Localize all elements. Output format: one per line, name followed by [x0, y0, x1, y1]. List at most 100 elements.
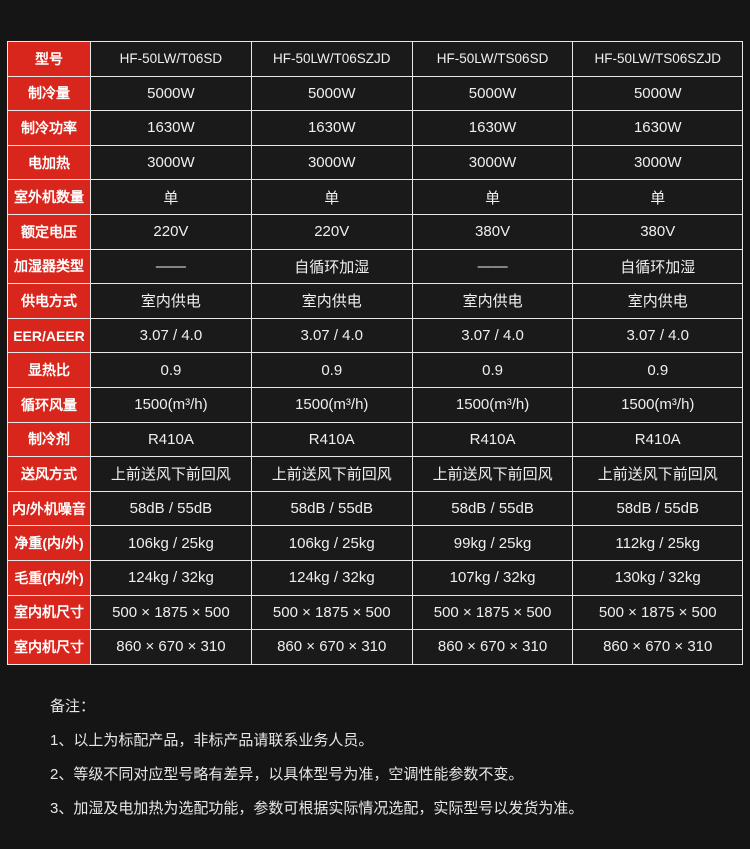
- table-cell: 5000W: [90, 75, 252, 112]
- table-cell: 58dB / 55dB: [572, 490, 743, 527]
- table-cell: 860 × 670 × 310: [90, 629, 252, 665]
- row-label: 供电方式: [7, 283, 91, 319]
- table-row: 送风方式 上前送风下前回风 上前送风下前回风 上前送风下前回风 上前送风下前回风: [7, 456, 743, 492]
- table-row: 电加热 3000W 3000W 3000W 3000W: [7, 144, 743, 181]
- table-cell: 58dB / 55dB: [90, 490, 252, 527]
- table-cell: 1630W: [572, 110, 743, 146]
- table-row: 供电方式 室内供电 室内供电 室内供电 室内供电: [7, 283, 743, 319]
- table-cell: 1630W: [90, 110, 252, 146]
- table-cell: 上前送风下前回风: [572, 456, 743, 492]
- table-cell: 380V: [572, 213, 743, 250]
- row-label: EER/AEER: [7, 317, 91, 354]
- row-label: 加湿器类型: [7, 248, 91, 285]
- table-cell: 860 × 670 × 310: [572, 629, 743, 665]
- row-label: 室内机尺寸: [7, 594, 91, 631]
- row-label: 显热比: [7, 352, 91, 388]
- table-row: 室内机尺寸 860 × 670 × 310 860 × 670 × 310 860 ×…: [7, 629, 743, 665]
- table-cell: 5000W: [250, 75, 413, 112]
- table-cell: 500 × 1875 × 500: [250, 594, 413, 631]
- table-cell: 500 × 1875 × 500: [90, 594, 252, 631]
- table-row: 循环风量 1500(m³/h) 1500(m³/h) 1500(m³/h) 1500(m…: [7, 386, 743, 423]
- table-cell: 124kg / 32kg: [90, 559, 252, 596]
- row-label: 室内机尺寸: [7, 629, 91, 665]
- note-item: 3、加湿及电加热为选配功能，参数可根据实际情况选配，实际型号以发货为准。: [50, 800, 584, 817]
- table-cell: 1500(m³/h): [572, 386, 743, 423]
- notes-title: 备注：: [50, 698, 96, 715]
- row-label: 制冷剂: [7, 421, 91, 458]
- table-cell: 自循环加湿: [572, 248, 743, 285]
- table-cell: 3.07 / 4.0: [250, 317, 413, 354]
- row-label: 电加热: [7, 144, 91, 181]
- table-cell: 0.9: [90, 352, 252, 388]
- table-cell: 106kg / 25kg: [90, 525, 252, 561]
- table-cell: 1500(m³/h): [90, 386, 252, 423]
- table-cell: 106kg / 25kg: [250, 525, 413, 561]
- table-cell: R410A: [411, 421, 574, 458]
- row-label: 净重(内/外): [7, 525, 91, 561]
- table-cell: 220V: [90, 213, 252, 250]
- row-label: 内/外机噪音: [7, 490, 91, 527]
- table-cell: 500 × 1875 × 500: [411, 594, 574, 631]
- table-row: 净重(内/外) 106kg / 25kg 106kg / 25kg 99kg / 25…: [7, 525, 743, 561]
- table-cell: 124kg / 32kg: [250, 559, 413, 596]
- table-cell: 500 × 1875 × 500: [572, 594, 743, 631]
- table-cell: 上前送风下前回风: [90, 456, 252, 492]
- note-item: 2、等级不同对应型号略有差异，以具体型号为准，空调性能参数不变。: [50, 766, 524, 783]
- table-cell: 58dB / 55dB: [250, 490, 413, 527]
- table-cell: 5000W: [411, 75, 574, 112]
- table-cell: 0.9: [250, 352, 413, 388]
- table-cell: 单: [572, 179, 743, 215]
- table-cell: 3.07 / 4.0: [411, 317, 574, 354]
- row-label: 额定电压: [7, 213, 91, 250]
- table-row: 内/外机噪音 58dB / 55dB 58dB / 55dB 58dB / 55dB 5…: [7, 490, 743, 527]
- row-label: 循环风量: [7, 386, 91, 423]
- table-cell: 130kg / 32kg: [572, 559, 743, 596]
- table-cell: 3000W: [90, 144, 252, 181]
- row-label: 毛重(内/外): [7, 559, 91, 596]
- row-label: 型号: [7, 41, 91, 77]
- table-row: 室外机数量单单单单: [7, 179, 743, 215]
- table-cell: 室内供电: [411, 283, 574, 319]
- table-cell: 3000W: [411, 144, 574, 181]
- table-cell: 上前送风下前回风: [250, 456, 413, 492]
- table-cell: 1500(m³/h): [250, 386, 413, 423]
- table-row: 制冷功率 1630W 1630W 1630W 1630W: [7, 110, 743, 146]
- table-cell: HF-50LW/T06SD: [90, 41, 252, 77]
- table-cell: 上前送风下前回风: [411, 456, 574, 492]
- table-cell: 860 × 670 × 310: [411, 629, 574, 665]
- spec-table: 型号 HF-50LW/T06SD HF-50LW/T06SZJD HF-50LW/TS…: [7, 41, 743, 665]
- table-row: 显热比 0.9 0.9 0.9 0.9: [7, 352, 743, 388]
- table-cell: HF-50LW/TS06SZJD: [572, 41, 743, 77]
- table-cell: HF-50LW/TS06SD: [411, 41, 574, 77]
- table-cell: R410A: [90, 421, 252, 458]
- table-cell: 室内供电: [572, 283, 743, 319]
- table-row: EER/AEER 3.07 / 4.0 3.07 / 4.0 3.07 / 4.0 3.…: [7, 317, 743, 354]
- table-cell: ——: [411, 248, 574, 285]
- table-cell: 58dB / 55dB: [411, 490, 574, 527]
- table-cell: ——: [90, 248, 252, 285]
- table-cell: 1630W: [250, 110, 413, 146]
- table-row: 制冷量 5000W 5000W 5000W 5000W: [7, 75, 743, 112]
- table-row: 毛重(内/外) 124kg / 32kg 124kg / 32kg 107kg / 3…: [7, 559, 743, 596]
- row-label: 制冷功率: [7, 110, 91, 146]
- row-label: 制冷量: [7, 75, 91, 112]
- row-label: 送风方式: [7, 456, 91, 492]
- table-cell: 5000W: [572, 75, 743, 112]
- table-row: 制冷剂 R410A R410A R410A R410A: [7, 421, 743, 458]
- table-cell: 3.07 / 4.0: [90, 317, 252, 354]
- table-cell: 380V: [411, 213, 574, 250]
- table-cell: 1500(m³/h): [411, 386, 574, 423]
- table-row: 额定电压 220V 220V 380V 380V: [7, 213, 743, 250]
- table-cell: 220V: [250, 213, 413, 250]
- table-cell: R410A: [572, 421, 743, 458]
- table-cell: 单: [250, 179, 413, 215]
- note-item: 1、以上为标配产品，非标产品请联系业务人员。: [50, 732, 374, 749]
- table-cell: 3000W: [572, 144, 743, 181]
- table-row: 加湿器类型 —— 自循环加湿 —— 自循环加湿: [7, 248, 743, 285]
- table-cell: 0.9: [572, 352, 743, 388]
- table-cell: 112kg / 25kg: [572, 525, 743, 561]
- table-row: 室内机尺寸 500 × 1875 × 500 500 × 1875 × 500 500…: [7, 594, 743, 631]
- table-cell: 1630W: [411, 110, 574, 146]
- table-cell: 室内供电: [250, 283, 413, 319]
- table-cell: 107kg / 32kg: [411, 559, 574, 596]
